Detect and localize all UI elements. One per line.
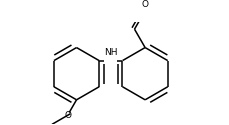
Text: O: O <box>64 111 71 120</box>
Text: O: O <box>142 0 149 9</box>
Text: NH: NH <box>104 48 117 56</box>
